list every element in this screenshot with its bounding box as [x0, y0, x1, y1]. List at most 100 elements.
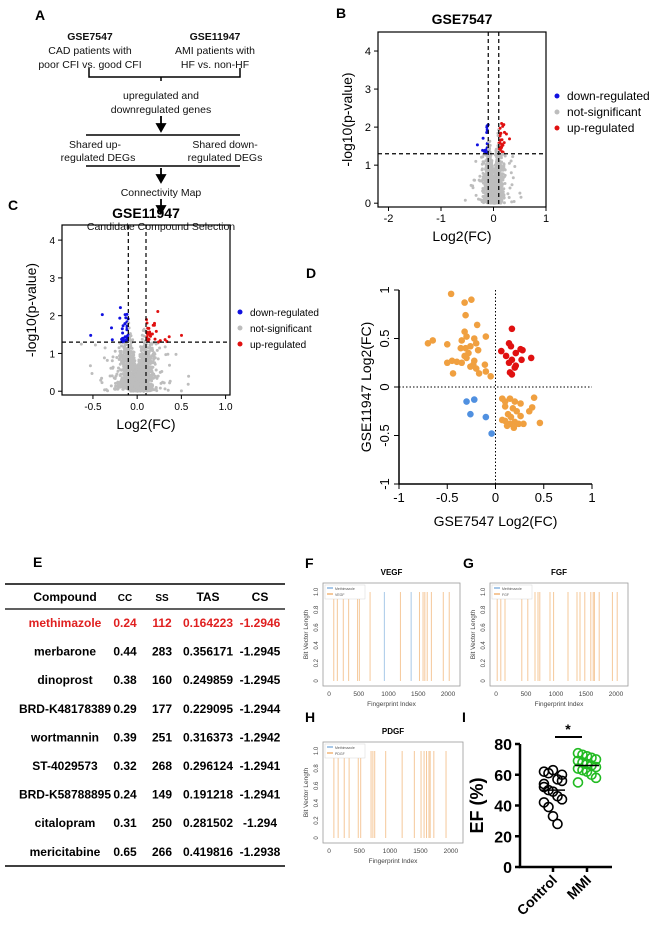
not-significant-point — [482, 201, 486, 205]
down-regulated-point — [121, 337, 125, 341]
not-significant-point — [503, 182, 507, 185]
down-regulated-point — [110, 326, 113, 330]
not-significant-point — [134, 364, 138, 368]
discordant-point — [513, 407, 521, 415]
not-significant-point — [509, 159, 513, 163]
discordant-point — [475, 370, 483, 377]
not-significant-point — [480, 167, 484, 171]
discordant-point — [463, 333, 470, 340]
discordant-point — [536, 419, 544, 427]
not-significant-point — [168, 379, 172, 383]
not-significant-point — [116, 369, 120, 373]
not-significant-point — [148, 366, 152, 370]
y-tick-label: 1 — [377, 286, 392, 293]
table-row: methimazole 0.24 112 0.164223 -1.2946 — [29, 616, 281, 630]
discordant-point — [461, 299, 468, 306]
x-tick-label: 1500 — [413, 848, 428, 855]
not-significant-point — [129, 334, 133, 338]
not-significant-point — [155, 389, 159, 393]
y-axis-label: GSE11947 Log2(FC) — [358, 322, 374, 452]
panel-label-b: B — [336, 5, 346, 21]
not-significant-point — [474, 159, 478, 163]
legend-entry: up-regulated — [567, 121, 634, 135]
not-significant-point — [500, 177, 504, 181]
shared-up-point — [518, 356, 525, 364]
table-cell: dinoprost — [37, 673, 92, 687]
not-significant-point — [113, 387, 117, 391]
not-significant-point — [513, 165, 517, 168]
table-cell: 149 — [152, 788, 172, 802]
not-significant-point — [114, 381, 117, 385]
not-significant-point — [490, 172, 494, 176]
shared-up-point — [508, 371, 516, 378]
not-significant-point — [137, 369, 141, 373]
not-significant-point — [100, 381, 104, 385]
x-tick-label: 2000 — [441, 691, 456, 698]
down-regulated-point — [118, 316, 122, 320]
discordant-point — [501, 398, 509, 405]
not-significant-point — [481, 195, 485, 198]
chart-title: FGF — [551, 568, 567, 577]
up-regulated-point — [153, 337, 157, 341]
table-row: BRD-K48178389 0.29 177 0.229095 -1.2944 — [19, 702, 281, 716]
not-significant-point — [511, 155, 515, 159]
table-row: citalopram 0.31 250 0.281502 -1.294 — [35, 816, 278, 830]
y-axis-label: -log10(p-value) — [23, 263, 39, 357]
control-data-point — [556, 769, 568, 781]
not-significant-point — [90, 372, 94, 375]
not-significant-point — [118, 374, 122, 377]
down-regulated-point — [118, 306, 122, 310]
not-significant-point — [152, 388, 156, 392]
table-cell: 160 — [152, 673, 172, 687]
column-header: TAS — [196, 590, 219, 604]
legend-marker — [554, 125, 560, 131]
discordant-point — [424, 340, 432, 347]
discordant-point — [462, 311, 469, 319]
not-significant-point — [132, 381, 136, 385]
y-tick-label: 0.8 — [314, 764, 320, 773]
not-significant-point — [510, 183, 514, 187]
not-significant-point — [139, 349, 143, 353]
chart-title: PDGF — [382, 727, 404, 736]
not-significant-point — [128, 343, 132, 347]
y-tick-label: 0.2 — [314, 658, 320, 667]
not-significant-point — [503, 154, 507, 158]
not-significant-point — [127, 326, 131, 330]
not-significant-point — [507, 196, 511, 199]
table-cell: -1.2941 — [240, 759, 281, 773]
y-tick-label: 0.2 — [481, 658, 487, 667]
legend-swatch — [327, 593, 333, 595]
table-cell: -1.2945 — [240, 673, 281, 687]
table-cell: 0.29 — [113, 702, 137, 716]
control-data-point — [543, 801, 554, 813]
not-significant-point — [108, 374, 112, 378]
bracket-line — [88, 68, 241, 81]
not-significant-point — [166, 388, 170, 392]
not-significant-point — [123, 386, 127, 390]
not-significant-point — [481, 171, 485, 175]
flow-step1-line1: upregulated and — [123, 90, 199, 102]
legend-marker — [554, 93, 560, 99]
table-cell: -1.294 — [243, 816, 277, 830]
x-tick-label: 0.5 — [535, 490, 553, 505]
not-significant-point — [492, 178, 496, 182]
x-tick-label: 0.5 — [174, 402, 188, 413]
table-cell: 0.229095 — [183, 702, 233, 716]
not-significant-point — [130, 382, 134, 386]
x-tick-label: 1.0 — [219, 402, 233, 413]
x-tick-label: 2000 — [444, 848, 459, 855]
not-significant-point — [502, 201, 506, 205]
legend-entry: Methimazole — [502, 587, 522, 591]
table-cell: ST-4029573 — [32, 759, 98, 773]
not-significant-point — [156, 374, 160, 378]
not-significant-point — [489, 185, 493, 189]
shared-up-point — [512, 349, 520, 357]
x-tick-label: -0.5 — [84, 402, 102, 413]
x-tick-label: 0 — [327, 691, 331, 698]
table-cell: 0.24 — [113, 616, 137, 630]
table-cell: BRD-K48178389 — [19, 702, 111, 716]
not-significant-point — [128, 386, 132, 390]
discordant-point — [457, 344, 465, 352]
not-significant-point — [143, 369, 147, 373]
panel-label-d: D — [306, 265, 316, 281]
